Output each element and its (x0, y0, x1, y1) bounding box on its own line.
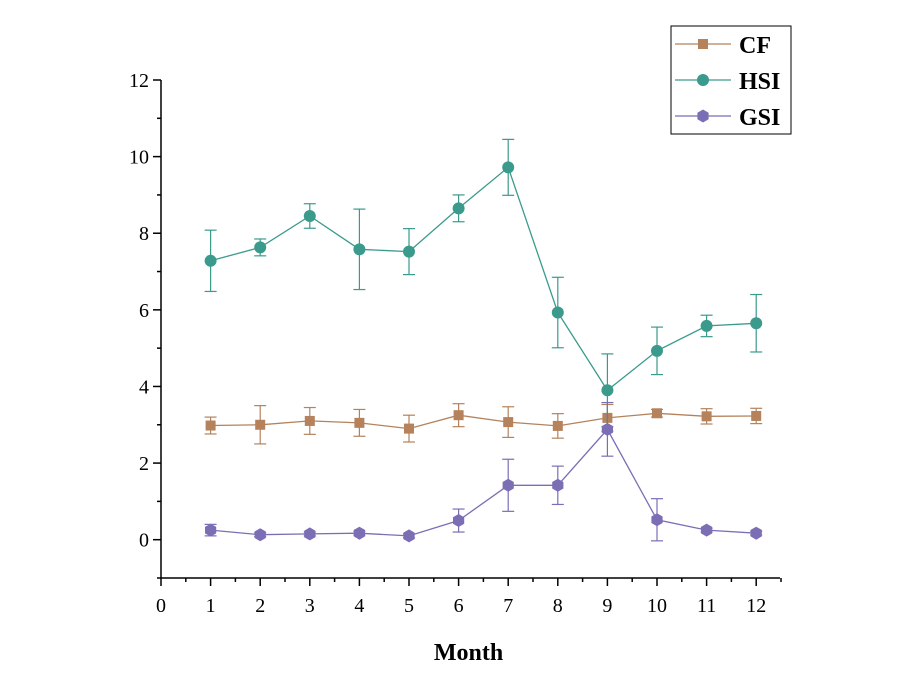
series-line-hsi (210, 166, 757, 392)
data-point-cf (205, 420, 216, 431)
data-point-hsi (551, 306, 564, 319)
legend-marker-hsi (697, 74, 709, 86)
legend-marker-cf (698, 39, 708, 49)
data-point-gsi (651, 513, 663, 527)
x-tick-label: 10 (647, 595, 667, 617)
series-hsi (204, 138, 763, 428)
legend-marker-gsi (697, 109, 709, 123)
data-point-gsi (254, 528, 266, 542)
x-tick-label: 7 (503, 595, 513, 617)
x-tick-label: 5 (404, 595, 414, 617)
data-point-cf (404, 423, 414, 434)
y-tick-label: 8 (139, 223, 149, 245)
x-tick-label: 6 (454, 595, 464, 617)
series-line-cf (210, 412, 757, 430)
data-point-hsi (403, 245, 415, 258)
data-point-cf (751, 410, 762, 421)
data-point-cf (304, 415, 315, 426)
data-point-hsi (750, 317, 763, 330)
y-tick-label: 6 (139, 300, 149, 322)
plot-area (204, 138, 763, 543)
x-tick-label: 8 (553, 595, 563, 617)
data-point-hsi (601, 384, 614, 397)
series-gsi (204, 401, 763, 543)
data-point-cf (255, 419, 266, 430)
data-point-cf (652, 408, 662, 419)
x-tick-label: 9 (602, 595, 612, 617)
data-point-gsi (601, 422, 613, 436)
data-point-gsi (304, 527, 316, 541)
x-axis-title: Month (434, 640, 503, 666)
x-tick-label: 2 (255, 595, 265, 617)
data-point-cf (503, 417, 514, 428)
data-point-hsi (353, 243, 366, 256)
y-tick-label: 12 (129, 70, 149, 92)
y-tick-label: 10 (129, 147, 149, 169)
data-point-gsi (403, 529, 415, 543)
data-point-gsi (502, 478, 514, 492)
x-tick-label: 11 (697, 595, 716, 617)
data-point-gsi (353, 526, 365, 540)
x-tick-label: 3 (305, 595, 315, 617)
y-tick-label: 2 (139, 453, 149, 475)
data-point-gsi (750, 526, 762, 540)
data-point-gsi (453, 514, 465, 527)
y-tick-label: 4 (139, 376, 149, 398)
data-point-hsi (502, 161, 515, 174)
legend-label-cf: CF (739, 33, 771, 59)
series-cf (204, 403, 763, 445)
series-line-gsi (210, 428, 757, 537)
legend-label-hsi: HSI (739, 69, 780, 95)
data-point-hsi (254, 241, 267, 254)
x-tick-label: 0 (156, 595, 166, 617)
x-tick-label: 12 (746, 595, 766, 617)
legend-label-gsi: GSI (739, 105, 780, 131)
data-point-hsi (651, 344, 663, 357)
data-point-cf (552, 420, 563, 431)
data-point-gsi (701, 523, 713, 537)
data-point-hsi (700, 319, 713, 332)
data-point-cf (354, 417, 365, 428)
data-point-hsi (303, 209, 316, 222)
data-point-gsi (552, 478, 564, 492)
legend: CF HSI GSI (670, 25, 792, 135)
y-tick-label: 0 (139, 530, 149, 552)
data-point-hsi (452, 202, 465, 215)
x-tick-label: 1 (206, 595, 216, 617)
data-point-cf (701, 411, 712, 422)
x-tick-label: 4 (354, 595, 364, 617)
data-point-gsi (205, 523, 217, 537)
data-point-cf (453, 410, 464, 421)
data-point-hsi (204, 254, 217, 267)
